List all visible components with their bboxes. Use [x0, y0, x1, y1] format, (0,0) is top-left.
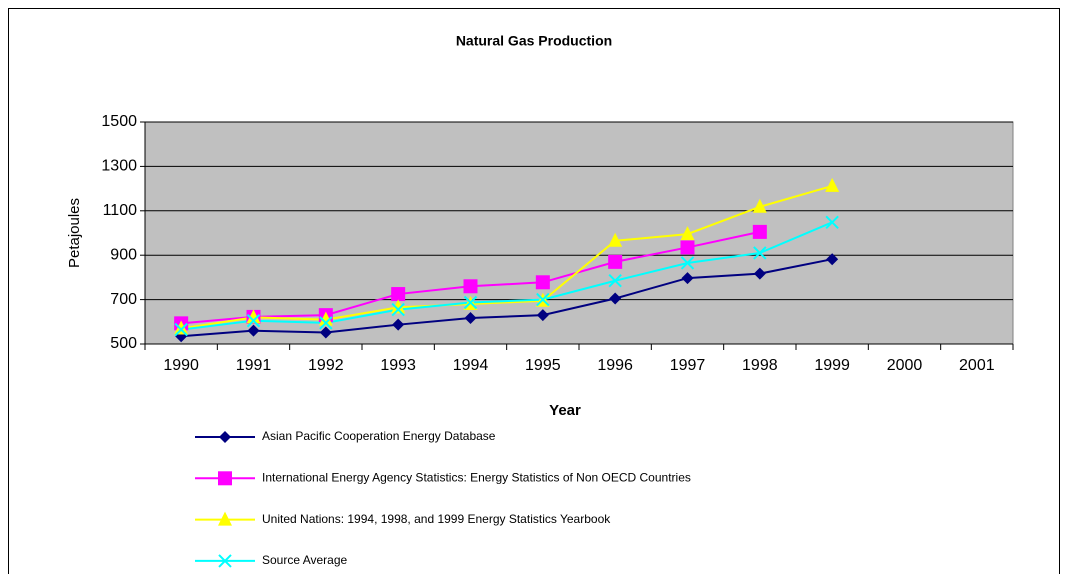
x-tick-label: 1990 [163, 357, 199, 374]
chart-title: Natural Gas Production [456, 33, 612, 49]
data-point [463, 295, 478, 310]
data-point [318, 311, 333, 326]
data-point [391, 299, 406, 314]
data-point [608, 254, 623, 269]
data-point [392, 318, 405, 331]
y-tick-label: 1100 [103, 202, 138, 219]
x-tick-label: 1999 [814, 357, 850, 374]
x-axis-title: Year [549, 402, 581, 419]
legend-marker [218, 511, 232, 526]
data-point [752, 224, 767, 239]
x-tick-label: 1996 [597, 357, 633, 374]
series-line [181, 258, 833, 338]
plot-area [144, 121, 1014, 345]
x-tick-label: 2000 [887, 357, 923, 374]
data-point [608, 232, 623, 247]
y-tick-label: 1500 [101, 113, 137, 130]
y-tick-label: 500 [110, 335, 137, 352]
data-point [753, 267, 766, 280]
legend-label: Source Average [262, 553, 347, 567]
x-tick-label: 1991 [236, 357, 272, 374]
x-tick-label: 1993 [380, 357, 416, 374]
data-point [680, 240, 695, 255]
data-point [246, 313, 261, 328]
x-tick-label: 1992 [308, 357, 344, 374]
data-point [174, 322, 188, 337]
y-tick-label: 700 [110, 291, 137, 308]
data-point [826, 253, 839, 266]
x-tick-label: 1998 [742, 357, 778, 374]
x-tick-label: 1995 [525, 357, 561, 374]
data-point [247, 324, 260, 337]
data-point [609, 292, 622, 305]
data-point [174, 320, 189, 335]
data-point [753, 246, 767, 260]
data-point [464, 312, 477, 325]
data-point [246, 309, 261, 324]
data-point [680, 256, 695, 270]
y-tick-label: 1300 [101, 158, 137, 175]
series-line [181, 184, 833, 330]
data-point [463, 279, 478, 294]
y-axis-title: Petajoules [66, 198, 83, 268]
x-tick-label: 2001 [959, 357, 995, 374]
data-point [535, 275, 550, 290]
data-point [608, 274, 622, 288]
data-point [681, 272, 694, 285]
data-point [825, 215, 839, 230]
x-tick-label: 1994 [453, 357, 489, 374]
data-point [319, 316, 333, 330]
data-point [536, 309, 549, 322]
data-point [752, 198, 767, 213]
legend-label: Asian Pacific Cooperation Energy Databas… [262, 429, 496, 443]
data-point [680, 226, 695, 241]
legend-marker [218, 471, 232, 486]
data-point [391, 302, 405, 317]
data-point [391, 287, 406, 302]
y-tick-label: 900 [110, 246, 137, 263]
legend-marker [218, 554, 232, 568]
data-point [319, 326, 332, 339]
legend-marker [219, 431, 231, 443]
x-tick-label: 1997 [670, 357, 706, 374]
legend-label: United Nations: 1994, 1998, and 1999 Ene… [262, 512, 611, 526]
data-point [825, 177, 840, 192]
data-point [536, 292, 550, 307]
legend-label: International Energy Agency Statistics: … [262, 470, 691, 484]
series-line [181, 221, 833, 331]
